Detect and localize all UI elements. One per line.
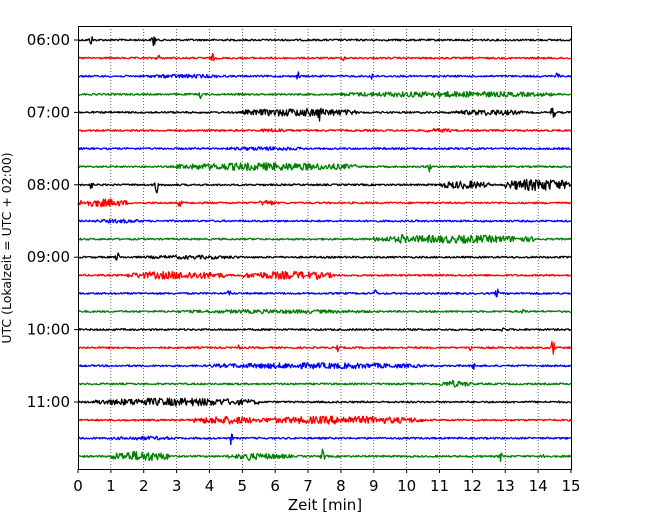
- x-tick-label: 2: [139, 477, 149, 495]
- trace-0845: [77, 233, 572, 244]
- trace-1145: [77, 448, 572, 463]
- plot-frame: [78, 26, 572, 470]
- trace-0900: [77, 252, 572, 261]
- trace-0945: [77, 308, 572, 315]
- y-axis-label: UTC (Lokalzeit = UTC + 02:00): [0, 152, 14, 343]
- x-tick-label: 9: [369, 477, 379, 495]
- trace-1015: [77, 340, 572, 355]
- y-tick-label: 11:00: [27, 393, 70, 411]
- trace-0815: [77, 198, 572, 208]
- vertical-grid-lines: [110, 26, 539, 469]
- x-tick-label: 14: [529, 477, 548, 495]
- y-axis-ticks: 06:00 07:00 08:00 09:00 10:00 11:00: [27, 31, 78, 411]
- trace-0645: [77, 90, 572, 100]
- trace-0600: [77, 36, 572, 47]
- trace-1115: [77, 415, 572, 425]
- x-tick-label: 5: [238, 477, 248, 495]
- trace-0615: [77, 53, 572, 62]
- trace-0800: [77, 178, 572, 194]
- x-tick-label: 8: [336, 477, 346, 495]
- trace-0830: [77, 218, 572, 224]
- trace-0700: [77, 107, 572, 122]
- trace-0715: [77, 127, 572, 134]
- trace-0745: [77, 162, 572, 173]
- x-tick-label: 11: [430, 477, 449, 495]
- seismogram-traces: [77, 36, 572, 463]
- trace-0730: [77, 146, 572, 152]
- x-tick-label: 6: [270, 477, 280, 495]
- trace-0630: [77, 71, 572, 80]
- trace-1000: [77, 327, 572, 332]
- x-tick-label: 1: [106, 477, 116, 495]
- trace-1100: [77, 397, 572, 407]
- x-tick-label: 4: [205, 477, 215, 495]
- x-tick-label: 10: [397, 477, 416, 495]
- x-tick-label: 7: [303, 477, 313, 495]
- x-tick-label: 3: [172, 477, 182, 495]
- trace-1045: [77, 379, 572, 388]
- x-tick-label: 12: [463, 477, 482, 495]
- x-tick-label: 13: [496, 477, 515, 495]
- x-axis-label: Zeit [min]: [288, 496, 362, 514]
- x-tick-label: 15: [561, 477, 580, 495]
- trace-0930: [77, 288, 572, 298]
- y-tick-label: 07:00: [27, 103, 70, 121]
- trace-1130: [77, 433, 572, 446]
- y-tick-label: 09:00: [27, 248, 70, 266]
- y-tick-label: 10:00: [27, 321, 70, 339]
- x-axis-ticks: 0 1 2 3 4 5 6 7 8 9 10 11 12 13 14 15: [73, 469, 581, 495]
- trace-0915: [77, 270, 572, 281]
- x-tick-label: 0: [73, 477, 83, 495]
- y-tick-label: 08:00: [27, 176, 70, 194]
- y-tick-label: 06:00: [27, 31, 70, 49]
- trace-1030: [77, 362, 572, 371]
